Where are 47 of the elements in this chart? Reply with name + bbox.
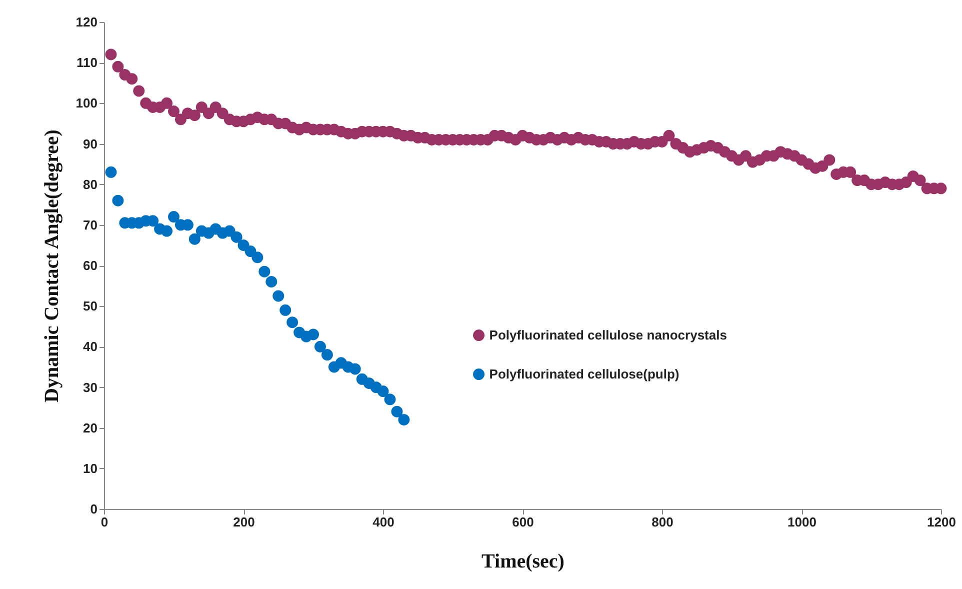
- y-tick-label: 50: [83, 298, 98, 314]
- point: [308, 328, 319, 340]
- x-tick-label: 200: [233, 514, 255, 530]
- y-tick-label: 70: [83, 217, 98, 232]
- x-tick-label: 600: [512, 514, 534, 530]
- point: [258, 266, 270, 278]
- y-tick-label: 30: [83, 380, 98, 395]
- x-tick-label: 400: [372, 514, 394, 530]
- point: [161, 225, 173, 237]
- point: [280, 304, 292, 316]
- y-tick-label: 20: [83, 420, 98, 436]
- point: [238, 239, 250, 251]
- x-tick-label: 1200: [927, 514, 956, 530]
- y-axis-title: Dynamic Contact Angle(degree): [40, 130, 63, 402]
- y-tick-label: 100: [76, 96, 98, 111]
- point: [384, 394, 396, 406]
- point: [349, 363, 361, 375]
- x-axis-title: Time(sec): [482, 550, 564, 572]
- point: [272, 290, 284, 302]
- point: [244, 246, 256, 258]
- point: [188, 233, 200, 245]
- point: [168, 211, 180, 223]
- x-tick-label: 800: [652, 514, 674, 530]
- point: [266, 276, 278, 288]
- y-tick-label: 60: [83, 258, 98, 273]
- x-tick-label: 1000: [788, 514, 816, 530]
- point: [377, 386, 389, 398]
- point: [224, 225, 236, 237]
- point: [252, 252, 264, 264]
- point: [112, 194, 124, 206]
- point: [391, 406, 403, 418]
- point: [398, 414, 410, 426]
- y-tick-label: 110: [76, 55, 98, 70]
- y-tick-label: 90: [83, 136, 98, 152]
- y-tick-label: 0: [90, 502, 98, 516]
- point: [321, 349, 333, 361]
- point: [286, 316, 298, 328]
- y-tick-label: 10: [83, 460, 98, 476]
- point: [230, 231, 242, 243]
- x-tick-label: 0: [100, 514, 108, 530]
- point: [314, 340, 326, 352]
- legend-label: Polyfluorinated cellulose(pulp): [489, 366, 680, 382]
- y-tick-label: 80: [83, 176, 98, 192]
- y-tick-label: 40: [83, 339, 98, 354]
- legend-label: Polyfluorinated cellulose nanocrystals: [489, 327, 727, 342]
- y-tick-label: 120: [76, 14, 98, 30]
- point: [105, 166, 117, 178]
